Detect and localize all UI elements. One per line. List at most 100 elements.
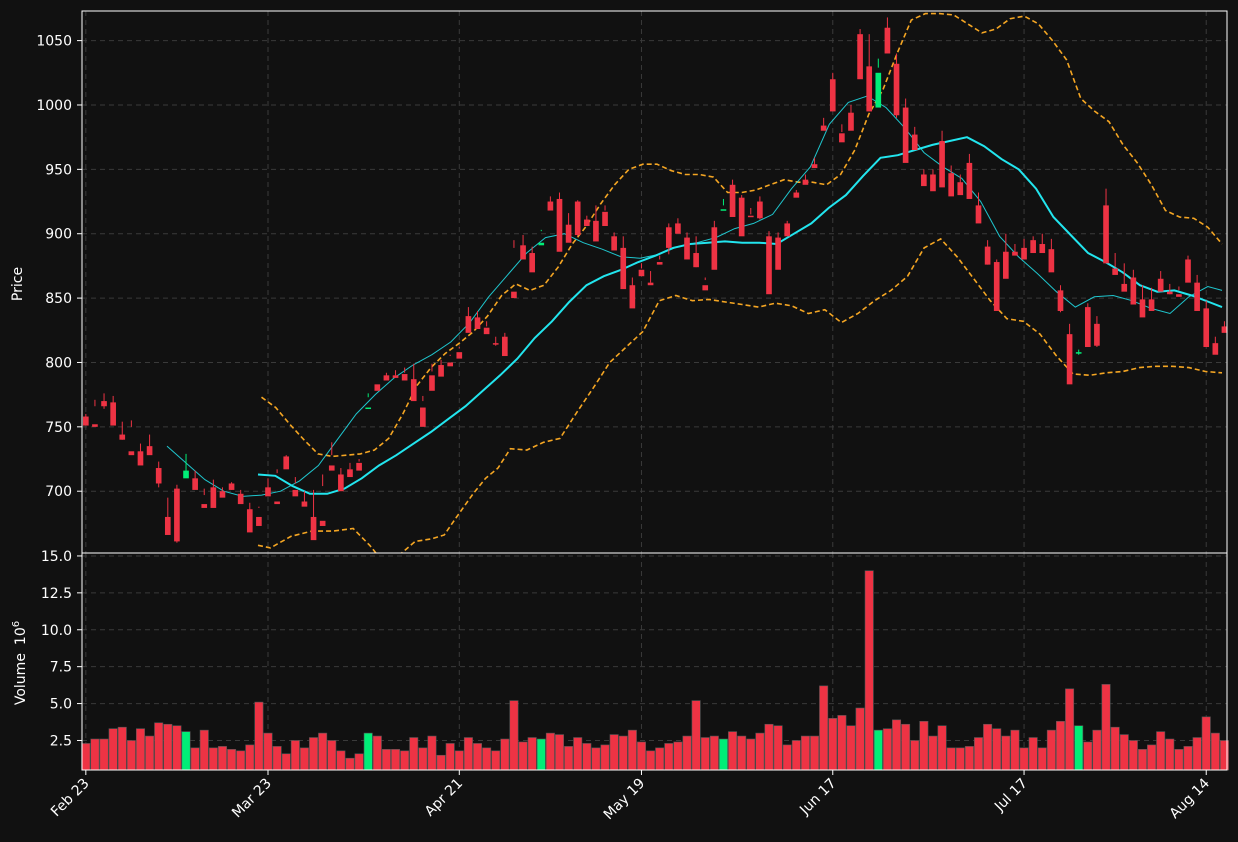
candle-body: [447, 362, 454, 367]
volume-bar: [764, 723, 774, 771]
price-tick-label: 950: [45, 162, 72, 178]
candle-body: [529, 253, 535, 273]
volume-tick-label: 15.0: [41, 549, 72, 565]
candle-body: [839, 133, 845, 143]
candle-body: [328, 465, 335, 471]
moving-averages: [166, 95, 1223, 497]
candle-body: [711, 227, 718, 270]
candle-body: [319, 520, 326, 526]
volume-bar: [400, 750, 410, 771]
candle-body: [1212, 343, 1219, 355]
volume-bar: [1019, 747, 1029, 771]
candle-body: [128, 451, 135, 456]
candle-body: [893, 63, 900, 116]
volume-bar: [983, 723, 993, 771]
candle-body: [902, 107, 909, 163]
candle-body: [565, 224, 572, 243]
candle-body: [1121, 283, 1128, 292]
volume-y-ticks: 2.5 5.0 7.5 10.0 12.5 15.0: [41, 549, 82, 749]
candle-body: [820, 125, 827, 131]
bollinger-bands: [257, 12, 1223, 553]
candle-body: [1039, 244, 1046, 254]
price-tick-label: 700: [45, 484, 72, 500]
volume-frame: [81, 552, 1228, 771]
candle-body: [875, 72, 882, 108]
volume-bar: [227, 749, 237, 771]
bollinger-lower-line: [257, 237, 1223, 553]
candle-body: [729, 184, 736, 217]
volume-bar: [627, 729, 637, 771]
candle-body: [884, 27, 891, 54]
volume-bar: [974, 737, 983, 771]
volume-bar: [336, 750, 346, 771]
volume-bar: [928, 735, 938, 771]
volume-bar: [1083, 741, 1093, 771]
volume-bar: [299, 747, 309, 771]
volume-bar: [864, 570, 874, 771]
candle-body: [301, 501, 308, 507]
candle-body: [110, 402, 116, 426]
candle-body: [720, 209, 727, 211]
candle-body: [1103, 205, 1109, 264]
candle-body: [1148, 299, 1155, 311]
volume-bar: [773, 725, 783, 771]
volume-bar: [1028, 737, 1038, 771]
candle-body: [802, 179, 809, 185]
candle-body: [948, 173, 954, 197]
candle-body: [410, 379, 417, 402]
price-tick-label: 900: [45, 227, 72, 243]
volume-bar: [190, 747, 200, 771]
volume-bar: [755, 732, 765, 771]
candle-body: [420, 407, 426, 427]
volume-bar: [810, 735, 820, 771]
volume-bar: [208, 747, 218, 771]
candle-body: [511, 291, 517, 299]
volume-bar: [272, 746, 282, 771]
candle-body: [775, 237, 781, 270]
candle-body: [702, 285, 709, 291]
volume-label-power: 6: [11, 621, 22, 627]
candle-body: [784, 223, 791, 237]
volume-bar: [290, 740, 300, 771]
price-tick-label: 750: [45, 420, 72, 436]
volume-bar: [482, 747, 492, 771]
volume-bar: [236, 750, 246, 771]
volume-label-text: Volume: [13, 653, 29, 705]
volume-bar: [99, 738, 109, 771]
candle-body: [647, 282, 654, 286]
volume-bar: [527, 737, 537, 771]
volume-label-base: 10: [13, 627, 29, 645]
candle-body: [174, 488, 180, 542]
volume-tick-label: 5.0: [50, 697, 72, 713]
candle-body: [811, 164, 818, 169]
volume-bar: [554, 734, 564, 771]
price-axis-label: Price: [10, 267, 26, 301]
volume-bar: [454, 750, 464, 771]
volume-bar: [655, 747, 665, 771]
volume-bar: [873, 729, 883, 771]
volume-bar: [1156, 731, 1166, 771]
candle-body: [246, 509, 253, 533]
candle-body: [347, 469, 353, 478]
candle-body: [1130, 277, 1137, 305]
candle-body: [829, 79, 836, 112]
volume-tick-label: 10.0: [41, 623, 72, 639]
candle-body: [675, 223, 681, 234]
volume-bar: [254, 701, 264, 771]
candle-body: [219, 491, 226, 498]
volume-bar: [391, 749, 401, 771]
volume-bar: [1137, 749, 1147, 771]
candle-body: [265, 487, 271, 497]
candle-body: [401, 374, 408, 381]
volume-bar: [746, 738, 756, 771]
candle-body: [930, 174, 936, 192]
volume-bar: [837, 715, 847, 771]
volume-bar: [500, 738, 510, 771]
candle-body: [101, 401, 107, 407]
volume-bar: [1165, 738, 1175, 771]
candle-body: [183, 470, 189, 479]
candle-body: [1112, 268, 1118, 275]
volume-bar: [591, 747, 601, 771]
candle-body: [1094, 323, 1100, 346]
